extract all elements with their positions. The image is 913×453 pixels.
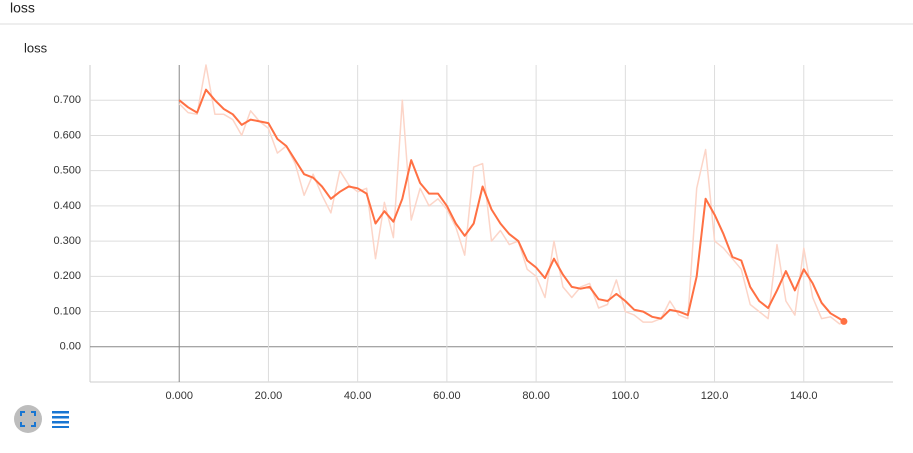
y-tick-label: 0.200 [53,270,81,282]
x-tick-label: 100.0 [612,390,640,402]
x-tick-label: 20.00 [255,390,283,402]
fit-button-bg[interactable] [14,405,42,433]
series-line [178,64,845,325]
toggle-line[interactable] [52,426,69,428]
series-line [178,88,845,323]
y-tick-label: 0.400 [53,200,81,212]
x-tick-label: 120.0 [701,390,729,402]
y-tick-label: 0.100 [53,305,81,317]
y-tick-label: 0.600 [53,129,81,141]
x-tick-label: 60.00 [433,390,461,402]
y-tick-label: 0.00 [60,341,81,353]
last-point [840,317,848,325]
fit-button[interactable] [14,405,42,433]
header-title: loss [10,0,35,16]
toggle-line[interactable] [52,411,69,414]
y-tick-label: 0.700 [53,94,81,106]
toggle-line[interactable] [52,421,69,424]
toggle-line[interactable] [52,416,69,419]
chart-title: loss [24,40,48,55]
header-bar [0,0,913,24]
y-tick-label: 0.300 [53,235,81,247]
x-tick-label: 80.00 [522,390,550,402]
x-tick-label: 40.00 [344,390,372,402]
x-tick-label: 0.000 [165,390,193,402]
fit-icon [20,411,36,427]
y-tick-label: 0.500 [53,165,81,177]
x-tick-label: 140.0 [790,390,818,402]
data-toggle[interactable] [52,411,69,428]
